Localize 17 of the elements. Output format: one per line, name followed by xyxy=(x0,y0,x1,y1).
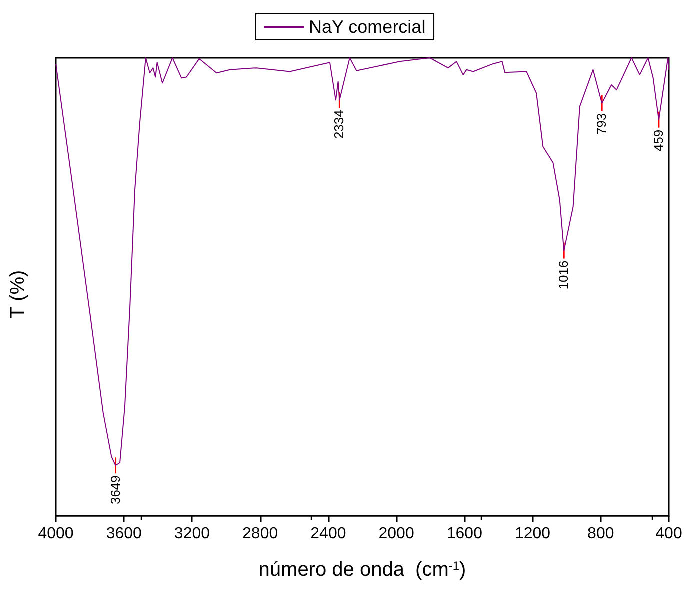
annotation: 2334 xyxy=(332,110,347,140)
annotation: 459 xyxy=(650,130,666,152)
x-tick-label: 3200 xyxy=(174,526,210,542)
x-tick-label: 2800 xyxy=(242,526,278,542)
annotation: 793 xyxy=(594,113,610,136)
x-tick-label: 3600 xyxy=(106,526,142,542)
x-tick-label: 2400 xyxy=(310,526,346,542)
legend-label: NaY comercial xyxy=(308,17,426,37)
x-tick-label: 1600 xyxy=(446,526,483,542)
annotation: 3649 xyxy=(108,476,123,505)
x-tick-label: 2000 xyxy=(378,526,414,542)
x-tick-label: 1200 xyxy=(514,526,551,542)
y-axis-title: T (%) xyxy=(7,270,29,319)
x-tick-label: 800 xyxy=(588,526,614,542)
annotation: 1016 xyxy=(556,260,572,290)
x-tick-label: 4000 xyxy=(38,526,74,542)
x-tick-label: 400 xyxy=(656,526,682,542)
